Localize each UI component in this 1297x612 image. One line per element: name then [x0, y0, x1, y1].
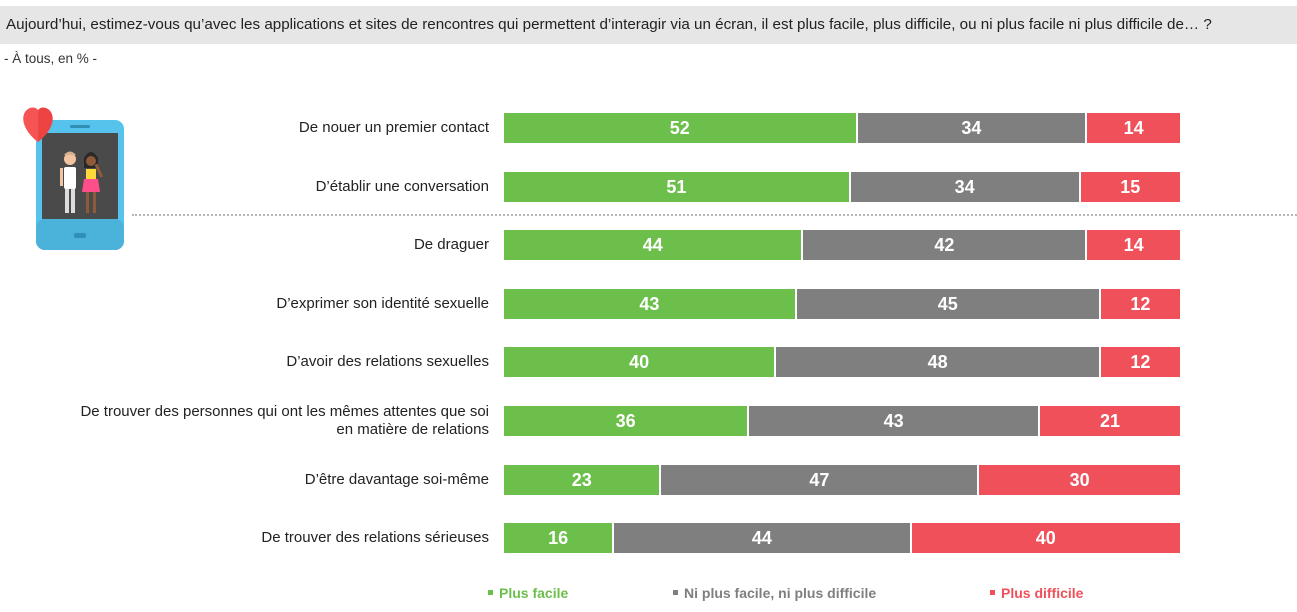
bar-segment-neutre: 43: [747, 406, 1039, 436]
data-label: 34: [961, 117, 982, 138]
phone-couple-heart-icon: [16, 106, 128, 257]
data-label: 43: [883, 410, 904, 431]
bar-segment-neutre: 45: [794, 289, 1099, 319]
bar-segment-plus-difficile: 14: [1085, 113, 1180, 143]
bar-segment-plus-difficile: 30: [977, 465, 1180, 495]
bar-row: 43 45 12: [504, 289, 1180, 319]
legend-item-neutre: Ni plus facile, ni plus difficile: [673, 585, 876, 601]
data-label: 44: [751, 527, 772, 548]
bar-row: 36 43 21: [504, 406, 1180, 436]
bar-row: 44 42 14: [504, 230, 1180, 260]
bar-segment-plus-facile: 51: [504, 172, 849, 202]
bar-row: 23 47 30: [504, 465, 1180, 495]
data-label: 23: [571, 469, 592, 490]
data-label: 40: [1035, 527, 1056, 548]
data-label: 34: [954, 176, 975, 197]
bar-segment-plus-difficile: 21: [1038, 406, 1180, 436]
data-label: 21: [1099, 410, 1121, 431]
bar-segment-plus-facile: 36: [504, 406, 748, 436]
bar-segment-plus-difficile: 12: [1098, 347, 1180, 377]
bar-segment-plus-difficile: 14: [1085, 230, 1180, 260]
data-label: 40: [629, 351, 650, 372]
bar-segment-plus-facile: 16: [504, 523, 613, 553]
data-label: 44: [642, 234, 663, 255]
question-text: Aujourd’hui, estimez-vous qu’avec les ap…: [6, 16, 1212, 33]
data-label: 16: [548, 527, 569, 548]
bar-segment-neutre: 34: [855, 113, 1086, 143]
data-label: 47: [809, 469, 830, 490]
legend-swatch-neutre: [673, 589, 678, 595]
data-label: 36: [615, 410, 636, 431]
bar-row: 16 44 40: [504, 523, 1180, 553]
bar-segment-plus-facile: 40: [504, 347, 775, 377]
bar-segment-plus-difficile: 12: [1098, 289, 1180, 319]
category-label: De draguer: [413, 236, 489, 253]
bar-row: 51 34 15: [504, 172, 1180, 202]
legend-item-plus-facile: Plus facile: [488, 585, 568, 601]
group-divider: [132, 214, 1297, 216]
bar-segment-plus-facile: 44: [504, 230, 802, 260]
category-label: D’établir une conversation: [315, 178, 489, 195]
data-label: 12: [1130, 293, 1151, 314]
category-label: De trouver des relations sérieuses: [261, 529, 489, 546]
legend-label-plus-facile: Plus facile: [499, 585, 569, 601]
data-label: 42: [934, 234, 955, 255]
question-banner: Aujourd’hui, estimez-vous qu’avec les ap…: [0, 6, 1297, 44]
data-label: 30: [1069, 469, 1090, 490]
bar-segment-plus-difficile: 40: [909, 523, 1180, 553]
bar-row: 40 48 12: [504, 347, 1180, 377]
data-label: 48: [927, 351, 948, 372]
category-label: D’avoir des relations sexuelles: [286, 353, 489, 370]
category-label: De nouer un premier contact: [298, 119, 489, 136]
chart-legend: Plus facile Ni plus facile, ni plus diff…: [0, 585, 1297, 605]
data-label: 15: [1120, 176, 1141, 197]
legend-item-plus-difficile: Plus difficile: [990, 585, 1083, 601]
category-label: D’être davantage soi-même: [304, 471, 489, 488]
legend-swatch-plus-facile: [488, 589, 493, 595]
bar-segment-plus-facile: 52: [504, 113, 856, 143]
bar-segment-neutre: 48: [774, 347, 1099, 377]
bar-segment-neutre: 44: [612, 523, 910, 553]
bar-segment-plus-facile: 43: [504, 289, 795, 319]
data-label: 12: [1130, 351, 1151, 372]
data-label: 43: [639, 293, 660, 314]
data-label: 52: [669, 117, 690, 138]
bar-segment-neutre: 42: [801, 230, 1086, 260]
base-subtitle: - À tous, en % -: [4, 51, 98, 66]
legend-label-neutre: Ni plus facile, ni plus difficile: [684, 585, 877, 601]
bar-segment-neutre: 34: [848, 172, 1079, 202]
data-label: 14: [1123, 117, 1144, 138]
bar-segment-plus-facile: 23: [504, 465, 660, 495]
data-label: 45: [937, 293, 958, 314]
category-label: De trouver des personnes qui ont les mêm…: [80, 403, 489, 438]
legend-swatch-plus-difficile: [990, 589, 995, 595]
data-label: 14: [1123, 234, 1144, 255]
data-label: 51: [666, 176, 687, 197]
bar-segment-plus-difficile: 15: [1078, 172, 1180, 202]
legend-label-plus-difficile: Plus difficile: [1001, 585, 1084, 601]
category-label: D’exprimer son identité sexuelle: [276, 295, 489, 312]
bar-segment-neutre: 47: [659, 465, 978, 495]
bar-row: 52 34 14: [504, 113, 1180, 143]
